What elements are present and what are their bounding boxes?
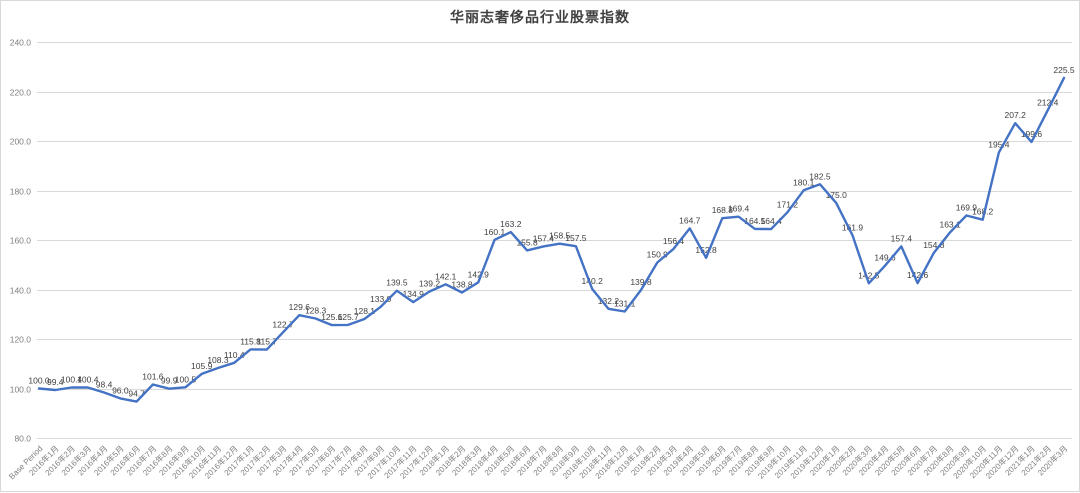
data-label: 96.0 bbox=[112, 385, 129, 395]
data-label: 134.9 bbox=[403, 289, 425, 299]
data-label: 212.4 bbox=[1037, 97, 1059, 107]
y-axis-tick-label: 120.0 bbox=[10, 335, 32, 345]
data-label: 94.7 bbox=[128, 389, 145, 399]
data-label: 128.1 bbox=[354, 306, 376, 316]
y-axis-tick-label: 140.0 bbox=[10, 286, 32, 296]
data-label: 110.4 bbox=[224, 350, 245, 360]
y-axis-tick-label: 80.0 bbox=[14, 434, 31, 444]
y-axis-tick-label: 100.0 bbox=[10, 385, 32, 395]
y-axis-tick-label: 240.0 bbox=[10, 38, 32, 48]
data-label: 100.4 bbox=[77, 375, 99, 385]
data-label: 161.9 bbox=[842, 222, 864, 232]
data-label: 99.9 bbox=[161, 376, 178, 386]
data-label: 125.7 bbox=[337, 312, 359, 322]
data-label: 105.9 bbox=[191, 361, 213, 371]
data-label: 99.4 bbox=[47, 377, 64, 387]
data-label: 131.1 bbox=[614, 299, 636, 309]
data-label: 168.2 bbox=[972, 207, 994, 217]
y-axis-tick-label: 160.0 bbox=[10, 236, 32, 246]
data-label: 132.2 bbox=[598, 296, 620, 306]
data-label: 180.1 bbox=[793, 177, 815, 187]
data-label: 169.4 bbox=[728, 204, 750, 214]
data-label: 164.7 bbox=[679, 215, 701, 225]
data-label: 225.5 bbox=[1053, 65, 1075, 75]
data-label: 155.8 bbox=[516, 237, 538, 247]
data-label: 182.5 bbox=[809, 171, 831, 181]
gridlines bbox=[37, 42, 1072, 439]
index-series-line bbox=[37, 76, 1066, 403]
data-label: 149.6 bbox=[874, 253, 896, 263]
x-axis-labels: Base Period2016年1月2016年2月2016年3月2016年4月2… bbox=[7, 443, 1069, 481]
data-label: 122.7 bbox=[272, 319, 294, 329]
data-label: 156.4 bbox=[663, 236, 685, 246]
data-label: 163.2 bbox=[500, 219, 522, 229]
data-label: 142.5 bbox=[858, 270, 880, 280]
y-axis-labels: 240.0 220.0 200.0 180.0 160.0 140.0 120.0 100.0… bbox=[10, 38, 32, 444]
data-label: 168.8 bbox=[712, 205, 734, 215]
data-label: 171.2 bbox=[777, 199, 799, 209]
data-label: 100.4 bbox=[61, 375, 83, 385]
data-label: 108.3 bbox=[207, 355, 229, 365]
data-label: 139.8 bbox=[630, 277, 652, 287]
data-label: 152.8 bbox=[695, 245, 717, 255]
data-label: 142.9 bbox=[468, 269, 490, 279]
data-label: 115.7 bbox=[256, 337, 277, 347]
data-label: 195.4 bbox=[988, 139, 1010, 149]
data-label: 101.6 bbox=[142, 372, 164, 382]
data-label: 115.8 bbox=[240, 336, 261, 346]
data-label: 128.3 bbox=[305, 305, 327, 315]
data-label: 154.8 bbox=[923, 240, 945, 250]
y-axis-tick-label: 180.0 bbox=[10, 187, 32, 197]
data-label: 98.4 bbox=[96, 379, 113, 389]
data-label: 157.5 bbox=[565, 233, 587, 243]
data-label: 133.0 bbox=[370, 294, 392, 304]
data-label: 199.6 bbox=[1021, 129, 1043, 139]
chart-title: 华丽志奢侈品行业股票指数 bbox=[450, 9, 630, 25]
data-label: 138.8 bbox=[451, 279, 473, 289]
data-label: 164.4 bbox=[761, 216, 783, 226]
data-label: 163.1 bbox=[939, 219, 961, 229]
data-label: 160.1 bbox=[484, 227, 506, 237]
data-label: 164.5 bbox=[744, 216, 766, 226]
data-label: 142.6 bbox=[907, 270, 929, 280]
data-label: 140.2 bbox=[582, 276, 604, 286]
data-label: 150.9 bbox=[647, 250, 669, 260]
data-label: 125.6 bbox=[321, 312, 343, 322]
data-label: 100.0 bbox=[28, 376, 50, 386]
data-label: 139.5 bbox=[386, 278, 408, 288]
data-label: 175.0 bbox=[826, 190, 848, 200]
data-label: 129.6 bbox=[289, 302, 311, 312]
data-label: 207.2 bbox=[1005, 110, 1027, 120]
data-label: 157.4 bbox=[891, 233, 913, 243]
data-label: 139.2 bbox=[419, 278, 441, 288]
data-label: 158.5 bbox=[549, 231, 571, 241]
data-label: 157.4 bbox=[533, 233, 555, 243]
data-label: 142.1 bbox=[435, 271, 457, 281]
y-axis-tick-label: 200.0 bbox=[10, 137, 32, 147]
data-label: 100.5 bbox=[175, 374, 197, 384]
y-axis-tick-label: 220.0 bbox=[10, 88, 32, 98]
data-label: 169.9 bbox=[956, 202, 978, 212]
